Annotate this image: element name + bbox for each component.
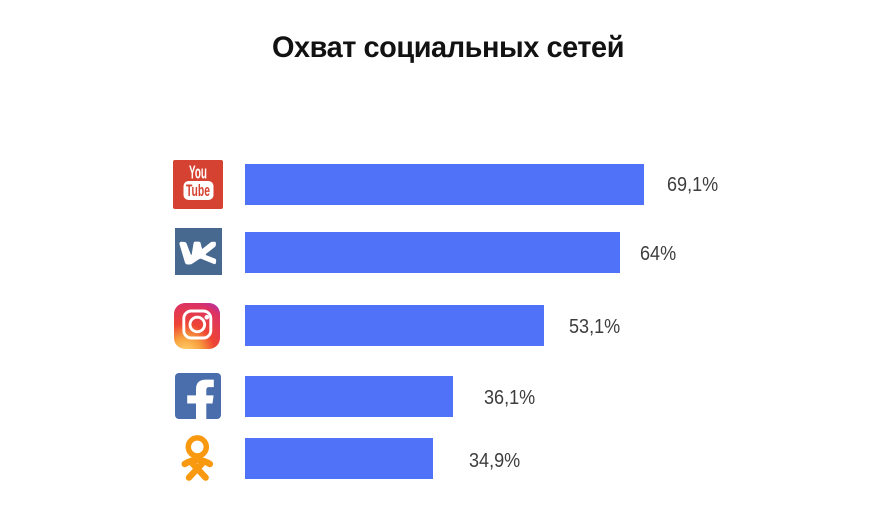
svg-text:You: You: [189, 162, 207, 182]
svg-text:Tube: Tube: [186, 182, 210, 200]
